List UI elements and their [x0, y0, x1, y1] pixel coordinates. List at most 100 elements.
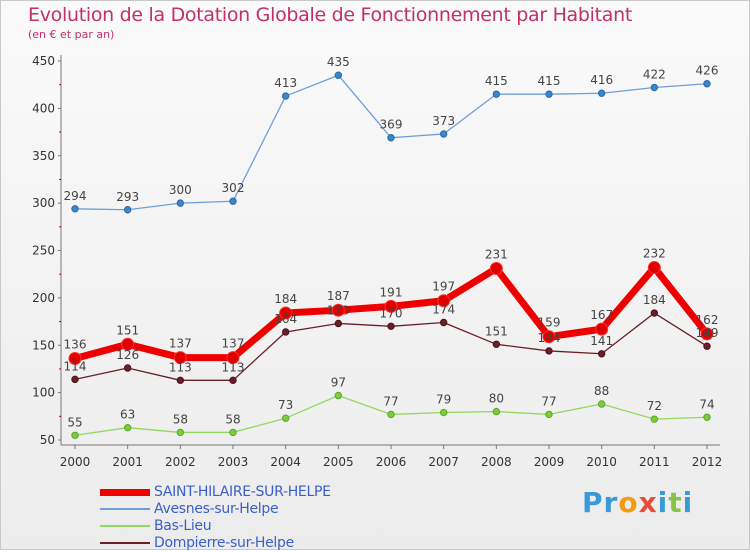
data-label: 170	[380, 306, 403, 320]
data-point	[123, 364, 132, 372]
data-label: 63	[120, 408, 135, 422]
data-point	[226, 351, 240, 365]
data-point	[597, 350, 606, 358]
data-point	[176, 428, 185, 437]
y-tick-label: 450	[32, 54, 55, 68]
x-tick-label: 2001	[112, 455, 143, 469]
legend-label: Avesnes-sur-Helpe	[154, 501, 279, 517]
data-point	[437, 294, 451, 308]
data-point	[700, 327, 714, 341]
x-tick-label: 2004	[270, 455, 301, 469]
data-point	[281, 414, 290, 422]
legend-swatch	[100, 508, 150, 510]
y-tick-label: 100	[32, 386, 55, 400]
y-tick-label: 400	[32, 101, 55, 115]
data-label: 197	[432, 280, 455, 294]
logo-letter: P	[582, 486, 604, 519]
data-label: 159	[538, 316, 561, 330]
data-label: 373	[432, 114, 455, 128]
data-point	[545, 90, 553, 98]
data-label: 72	[647, 399, 662, 413]
data-label: 302	[222, 181, 245, 195]
y-tick-label: 300	[32, 196, 55, 210]
data-label: 113	[222, 360, 245, 374]
data-point	[492, 90, 501, 98]
data-point	[545, 410, 553, 419]
data-point	[229, 197, 237, 205]
logo-letter: i	[657, 486, 669, 519]
data-point	[173, 351, 187, 365]
proxiti-logo: Proxiti	[582, 486, 693, 519]
data-point	[121, 337, 135, 351]
data-point	[123, 423, 132, 432]
legend-swatch	[100, 489, 150, 496]
data-label: 416	[590, 73, 613, 87]
logo-letter: x	[638, 486, 658, 519]
y-tick-label: 200	[32, 291, 55, 305]
data-point	[650, 415, 659, 423]
y-tick-label: 150	[32, 338, 55, 352]
data-label: 149	[696, 326, 719, 340]
y-tick-label: 50	[40, 433, 55, 447]
data-label: 167	[590, 308, 613, 322]
legend-label: Dompierre-sur-Helpe	[154, 535, 294, 551]
x-tick-label: 2011	[639, 455, 670, 469]
data-point	[68, 352, 82, 366]
y-tick-label: 250	[32, 244, 55, 258]
x-tick-label: 2012	[692, 455, 723, 469]
data-point	[439, 130, 448, 138]
data-point	[71, 431, 79, 439]
logo-letter: t	[668, 486, 683, 519]
data-point	[123, 206, 132, 214]
data-label: 79	[436, 393, 451, 407]
data-label: 184	[274, 292, 297, 306]
logo-letter: i	[682, 486, 694, 519]
data-point	[331, 303, 345, 317]
data-label: 415	[485, 74, 508, 88]
x-tick-label: 2003	[218, 455, 249, 469]
data-point	[439, 318, 448, 327]
data-label: 191	[380, 285, 403, 299]
legend-swatch	[100, 525, 150, 527]
data-point	[281, 92, 290, 100]
data-label: 74	[699, 397, 714, 411]
data-label: 173	[327, 303, 350, 317]
data-label: 151	[116, 323, 139, 337]
data-point	[334, 391, 343, 400]
data-point	[597, 400, 606, 408]
data-point	[387, 410, 395, 419]
data-label: 232	[643, 247, 666, 261]
chart-subtitle: (en € et par an)	[28, 28, 115, 41]
data-point	[279, 306, 293, 320]
data-label: 97	[331, 375, 346, 389]
x-tick-label: 2005	[323, 455, 354, 469]
chart-title: Evolution de la Dotation Globale de Fonc…	[28, 4, 633, 26]
data-label: 151	[485, 324, 508, 338]
data-label: 144	[538, 331, 561, 345]
data-label: 162	[696, 313, 719, 327]
data-label: 55	[67, 415, 82, 429]
logo-letter: r	[603, 486, 619, 519]
data-label: 73	[278, 398, 293, 412]
data-label: 413	[274, 76, 297, 90]
data-label: 231	[485, 248, 508, 262]
data-point	[281, 328, 290, 336]
data-label: 113	[169, 360, 192, 374]
data-point	[545, 347, 553, 355]
data-label: 187	[327, 289, 350, 303]
x-tick-label: 2006	[376, 455, 407, 469]
data-label: 369	[380, 118, 403, 132]
data-label: 58	[225, 412, 240, 426]
legend-swatch	[100, 542, 150, 544]
data-label: 293	[116, 190, 139, 204]
data-point	[703, 413, 711, 421]
data-point	[176, 199, 185, 207]
data-label: 184	[643, 293, 666, 307]
data-label: 435	[327, 55, 350, 69]
data-label: 137	[169, 337, 192, 351]
data-point	[650, 83, 659, 92]
data-point	[71, 375, 79, 384]
x-tick-label: 2008	[481, 455, 512, 469]
